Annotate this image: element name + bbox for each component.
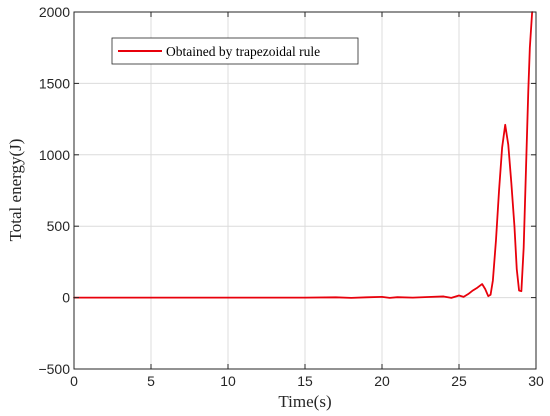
legend: Obtained by trapezoidal rule xyxy=(111,37,359,65)
y-tick-label: 2000 xyxy=(39,4,70,20)
x-tick-label: 10 xyxy=(220,373,236,389)
y-tick-label: 500 xyxy=(47,218,71,234)
x-axis-title: Time(s) xyxy=(278,392,331,411)
x-tick-label: 15 xyxy=(297,373,313,389)
y-tick-label: 1000 xyxy=(39,147,70,163)
y-axis-title: Total energy(J) xyxy=(6,139,25,242)
legend-label: Obtained by trapezoidal rule xyxy=(166,44,320,59)
series-layer xyxy=(73,11,534,299)
x-tick-label: 30 xyxy=(528,373,544,389)
y-tick-label: 1500 xyxy=(39,75,70,91)
x-tick-label: 5 xyxy=(147,373,155,389)
series-line-trapezoidal xyxy=(73,11,534,299)
x-tick-label: 25 xyxy=(451,373,467,389)
x-tick-label: 0 xyxy=(70,373,78,389)
y-tick-label: −500 xyxy=(38,361,70,377)
y-tick-label: 0 xyxy=(62,290,70,306)
x-tick-label: 20 xyxy=(374,373,390,389)
